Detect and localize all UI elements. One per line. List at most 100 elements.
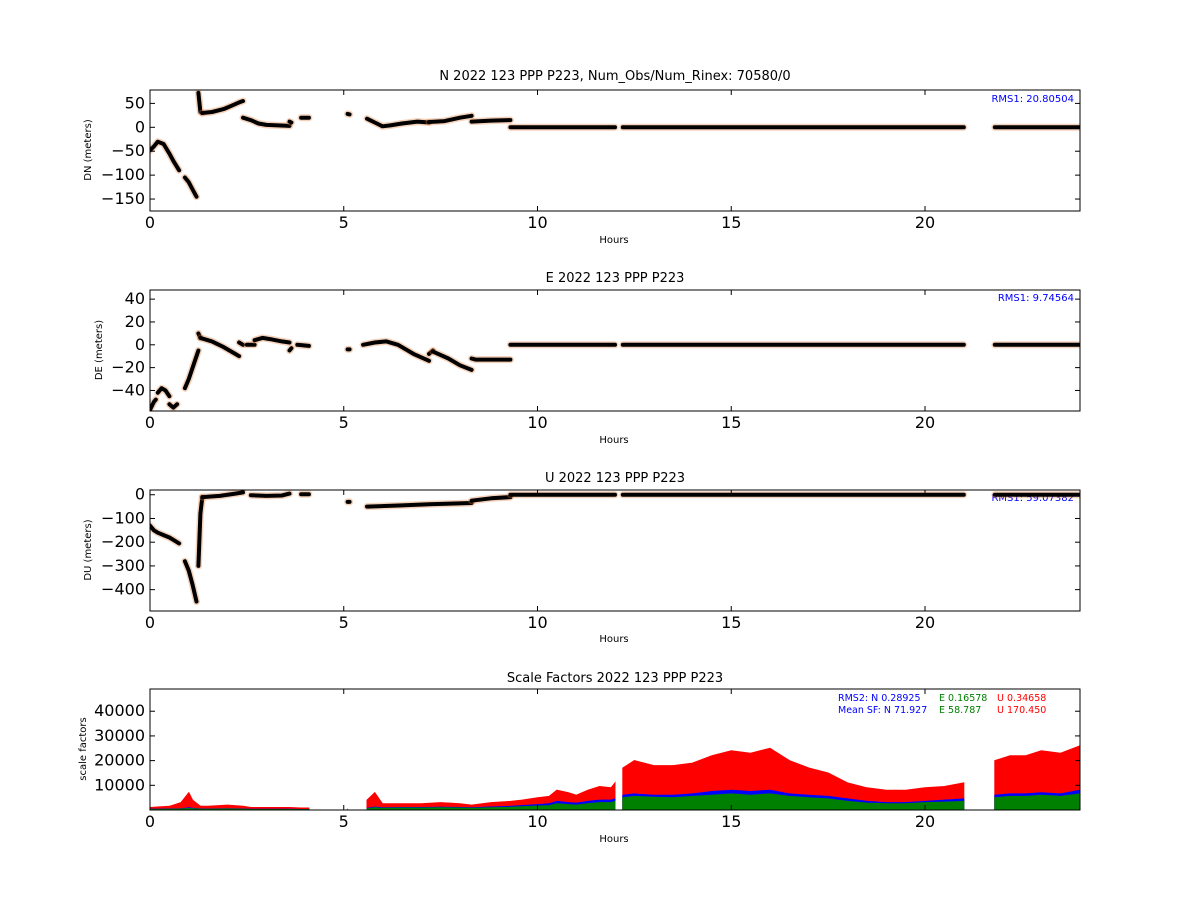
x-tick-label: 0 [145,213,155,232]
rms2-n-text: RMS2: N 0.28925 [838,693,921,704]
mean-sf-n-text: Mean SF: N 71.927 [838,705,927,716]
mean-sf-annotation: Mean SF: N 71.927 E 58.787 U 170.450 [838,705,1046,716]
panel-east: E 2022 123 PPP P223 DE (meters) Hours RM… [94,271,1081,446]
rms-annotation: RMS1: 59.07382 [991,493,1074,504]
x-tick-label: 20 [915,213,935,232]
rms2-u-text: U 0.34658 [997,693,1046,704]
panel-title: N 2022 123 PPP P223, Num_Obs/Num_Rinex: … [439,69,790,84]
x-axis-label: Hours [599,435,628,446]
rms-annotation: RMS1: 9.74564 [998,293,1074,304]
data-series-segment-1 [182,559,199,604]
x-axis-label: Hours [599,834,628,845]
data-series-segment-6 [237,340,245,347]
data-series-segment-9 [287,346,294,353]
y-axis-label: scale factors [78,717,89,780]
plot-area [150,90,1080,201]
axes-frame [149,489,1081,612]
x-tick-label: 15 [721,613,741,632]
x-tick-label: 5 [339,213,349,232]
data-series-segment-2 [196,495,205,568]
x-tick-label: 5 [339,413,349,432]
panel-title: U 2022 123 PPP P223 [545,471,685,486]
data-series-segment-9 [427,113,474,124]
x-tick-label: 20 [915,812,935,831]
x-tick-label: 10 [527,213,547,232]
series-e-area-4 [994,793,1080,810]
data-series-segment-1 [182,175,199,199]
y-tick-label: 0 [135,117,145,136]
x-tick-label: 5 [339,812,349,831]
x-tick-label: 0 [145,812,155,831]
y-tick-label: 50 [125,93,145,112]
y-tick-label: 10000 [94,775,145,794]
y-tick-label: 40000 [94,701,145,720]
x-tick-label: 0 [145,613,155,632]
y-tick-label: 30000 [94,726,145,745]
x-tick-label: 20 [915,613,935,632]
x-tick-label: 15 [721,413,741,432]
y-tick-label: 0 [135,485,145,504]
data-series-segment-1 [155,386,172,399]
x-tick-label: 0 [145,413,155,432]
axes-frame [149,89,1081,212]
data-series-segment-0 [150,139,182,173]
data-series-segment-3 [200,490,245,500]
data-series-segment-8 [252,335,292,345]
data-series-segment-15 [469,356,513,362]
data-series-segment-4 [241,115,292,128]
plot-area [150,745,1080,810]
mean-sf-u-text: U 170.450 [997,705,1046,716]
plot-area [150,329,1080,411]
y-tick-label: −40 [111,380,145,399]
x-tick-label: 10 [527,613,547,632]
rms2-annotation: RMS2: N 0.28925 E 0.16578 U 0.34658 [838,693,1046,704]
data-series-segment-0 [150,523,182,546]
y-tick-label: −50 [111,141,145,160]
y-tick-label: −200 [101,532,145,551]
y-tick-label: −100 [101,165,145,184]
y-tick-label: 40 [125,289,145,308]
data-series-segment-4 [248,491,292,498]
y-tick-label: −150 [101,189,145,208]
x-tick-label: 15 [721,812,741,831]
data-series-segment-10 [469,118,513,124]
axes-frame [149,289,1081,412]
data-series-segment-10 [295,342,311,348]
y-tick-label: −300 [101,556,145,575]
y-axis-label: DU (meters) [83,519,94,580]
data-series-segment-14 [430,349,474,372]
y-tick-label: −100 [101,508,145,527]
panel-title: E 2022 123 PPP P223 [546,271,685,286]
panel-scale-factors: Scale Factors 2022 123 PPP P223 scale fa… [78,671,1081,845]
series-e-area-3 [622,793,965,810]
x-tick-label: 20 [915,413,935,432]
panel-up: U 2022 123 PPP P223 DU (meters) Hours RM… [83,471,1081,645]
data-series-segment-7 [345,111,352,117]
y-tick-label: 0 [135,335,145,354]
data-series-segment-2 [167,402,180,410]
panel-title: Scale Factors 2022 123 PPP P223 [507,671,723,686]
axes-frame [149,688,1081,811]
data-series-segment-0 [150,397,158,411]
x-tick-label: 10 [527,413,547,432]
panel-north: N 2022 123 PPP P223, Num_Obs/Num_Rinex: … [83,69,1081,246]
x-tick-label: 10 [527,812,547,831]
x-tick-label: 5 [339,613,349,632]
series-e-area-2 [366,800,616,810]
data-series-segment-5 [198,335,242,359]
series-u-area-0 [150,791,310,810]
rms-annotation: RMS1: 20.80504 [991,94,1074,105]
y-tick-label: −400 [101,580,145,599]
data-series-segment-8 [469,495,513,503]
data-series-segment-5 [287,119,294,125]
y-tick-label: 20000 [94,751,145,770]
x-tick-label: 15 [721,213,741,232]
data-series-segment-7 [365,501,474,509]
data-series-segment-3 [200,99,245,115]
rms2-e-text: E 0.16578 [939,693,987,704]
data-series-segment-8 [365,116,431,129]
data-series-segment-3 [182,348,201,391]
data-series-segment-12 [361,339,431,363]
